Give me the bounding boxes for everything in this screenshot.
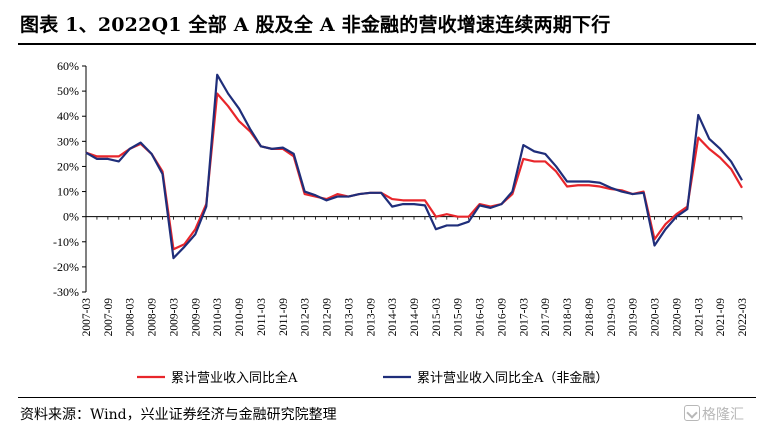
series-line-1 xyxy=(85,73,743,260)
x-tick-label: 2021-03 xyxy=(693,298,705,337)
legend-label-series-0: 累计营业收入同比全A xyxy=(171,370,298,386)
y-tick-label: 0% xyxy=(63,210,79,224)
x-tick-label: 2018-09 xyxy=(584,298,596,337)
x-tick-label: 2008-03 xyxy=(125,298,137,337)
watermark-logo-icon xyxy=(684,405,700,421)
x-tick-label: 2017-03 xyxy=(518,298,530,337)
x-tick-label: 2016-03 xyxy=(475,298,487,337)
x-tick-label: 2010-09 xyxy=(234,298,246,337)
y-tick-label: -10% xyxy=(53,235,79,249)
x-tick-label: 2008-09 xyxy=(147,298,159,337)
y-tick-label: -30% xyxy=(53,285,79,299)
x-tick-label: 2019-03 xyxy=(606,298,618,337)
x-tick-label: 2013-03 xyxy=(343,298,355,337)
series-layer xyxy=(85,73,743,260)
y-tick-label: 10% xyxy=(57,185,79,199)
x-tick-label: 2018-03 xyxy=(562,298,574,337)
source-rule xyxy=(18,397,756,398)
x-tick-label: 2019-09 xyxy=(628,298,640,337)
series-line-0 xyxy=(85,92,743,251)
title-rule xyxy=(18,43,756,45)
x-tick-label: 2009-09 xyxy=(190,298,202,337)
y-tick-label: 30% xyxy=(57,134,79,148)
y-tick-label: 40% xyxy=(57,109,79,123)
x-tick-label: 2009-03 xyxy=(168,298,180,337)
x-tick-label: 2015-09 xyxy=(453,298,465,337)
x-tick-label: 2016-09 xyxy=(496,298,508,337)
x-tick-label: 2015-03 xyxy=(431,298,443,337)
x-tick-label: 2014-03 xyxy=(387,298,399,337)
watermark-text: 格隆汇 xyxy=(702,407,744,423)
x-tick-label: 2014-09 xyxy=(409,298,421,337)
chart-title: 图表 1、2022Q1 全部 A 股及全 A 非金融的营收增速连续两期下行 xyxy=(20,14,611,36)
x-tick-label: 2011-03 xyxy=(256,298,268,336)
y-tick-label: 60% xyxy=(57,59,79,73)
x-tick-label: 2020-03 xyxy=(650,298,662,337)
x-tick-label: 2022-03 xyxy=(737,298,749,337)
x-tick-label: 2012-03 xyxy=(300,298,312,337)
x-tick-label: 2012-09 xyxy=(322,298,334,337)
y-tick-label: -20% xyxy=(53,260,79,274)
x-axis: 2007-03 2007-09 2008-03 2008-09 2009-03 2009-… xyxy=(81,216,749,337)
watermark: 格隆汇 xyxy=(684,404,744,424)
x-tick-label: 2010-03 xyxy=(212,298,224,337)
source-note: 资料来源：Wind，兴业证券经济与金融研究院整理 xyxy=(20,407,337,423)
legend-label-series-1: 累计营业收入同比全A（非金融） xyxy=(417,370,608,386)
x-tick-label: 2020-09 xyxy=(671,298,683,337)
x-tick-label: 2021-09 xyxy=(715,298,727,337)
x-tick-label: 2011-09 xyxy=(278,298,290,336)
legend: 累计营业收入同比全A 累计营业收入同比全A（非金融） xyxy=(137,370,608,386)
y-tick-label: 50% xyxy=(57,84,79,98)
y-axis: -30% -20% -10% 0% 10% 20% 30% 40% 50% 60% xyxy=(53,59,87,299)
x-tick-label: 2007-09 xyxy=(103,298,115,337)
x-tick-label: 2007-03 xyxy=(81,298,93,337)
x-tick-label: 2013-09 xyxy=(365,298,377,337)
x-tick-label: 2017-09 xyxy=(540,298,552,337)
y-tick-label: 20% xyxy=(57,159,79,173)
